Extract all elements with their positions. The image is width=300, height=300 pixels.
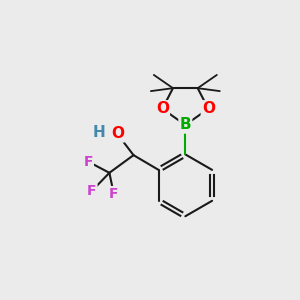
Text: O: O [111, 127, 124, 142]
Text: F: F [83, 154, 93, 169]
Text: F: F [87, 184, 97, 198]
Text: O: O [156, 101, 169, 116]
Text: B: B [179, 118, 191, 133]
Text: F: F [109, 187, 119, 201]
Text: H: H [93, 125, 106, 140]
Text: O: O [202, 101, 215, 116]
